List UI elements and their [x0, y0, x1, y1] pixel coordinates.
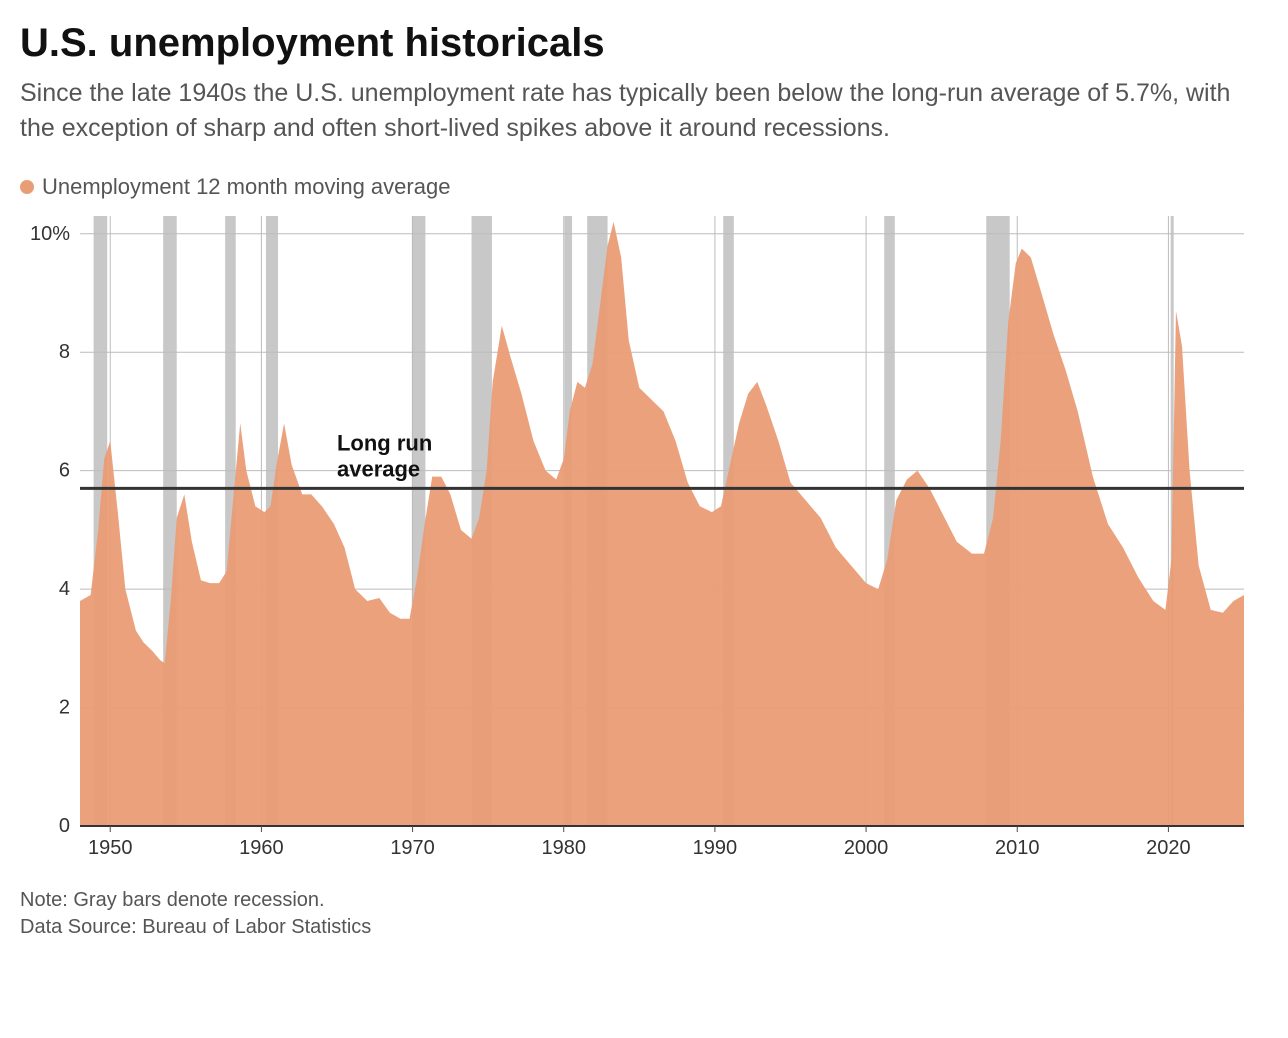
legend-swatch	[20, 180, 34, 194]
x-tick-label: 2020	[1146, 837, 1191, 859]
chart-note: Note: Gray bars denote recession.	[20, 889, 1256, 912]
y-tick-label: 0	[59, 815, 70, 837]
x-tick-label: 1980	[541, 837, 586, 859]
x-tick-label: 1960	[239, 837, 284, 859]
legend-label: Unemployment 12 month moving average	[42, 174, 450, 200]
x-tick-label: 1990	[693, 837, 738, 859]
y-tick-label: 6	[59, 460, 70, 482]
chart-title: U.S. unemployment historicals	[20, 20, 1256, 66]
x-tick-label: 2000	[844, 837, 889, 859]
x-tick-label: 1950	[88, 837, 133, 859]
y-tick-label: 2	[59, 697, 70, 719]
long-run-average-label: Long run	[337, 430, 432, 455]
chart-source: Data Source: Bureau of Labor Statistics	[20, 916, 1256, 939]
y-tick-label: 8	[59, 341, 70, 363]
legend: Unemployment 12 month moving average	[20, 174, 1256, 200]
long-run-average-label: average	[337, 456, 420, 481]
y-tick-label: 4	[59, 578, 70, 600]
x-tick-label: 1970	[390, 837, 435, 859]
y-tick-label: 10%	[30, 223, 70, 245]
chart-subtitle: Since the late 1940s the U.S. unemployme…	[20, 76, 1240, 146]
unemployment-area	[80, 222, 1244, 826]
x-tick-label: 2010	[995, 837, 1040, 859]
chart-svg: Long runaverage 0 2 4 6 8 10% 1950 1960 1970 1980 1…	[20, 206, 1256, 866]
area-chart: Long runaverage 0 2 4 6 8 10% 1950 1960 1970 1980 1…	[20, 206, 1256, 871]
